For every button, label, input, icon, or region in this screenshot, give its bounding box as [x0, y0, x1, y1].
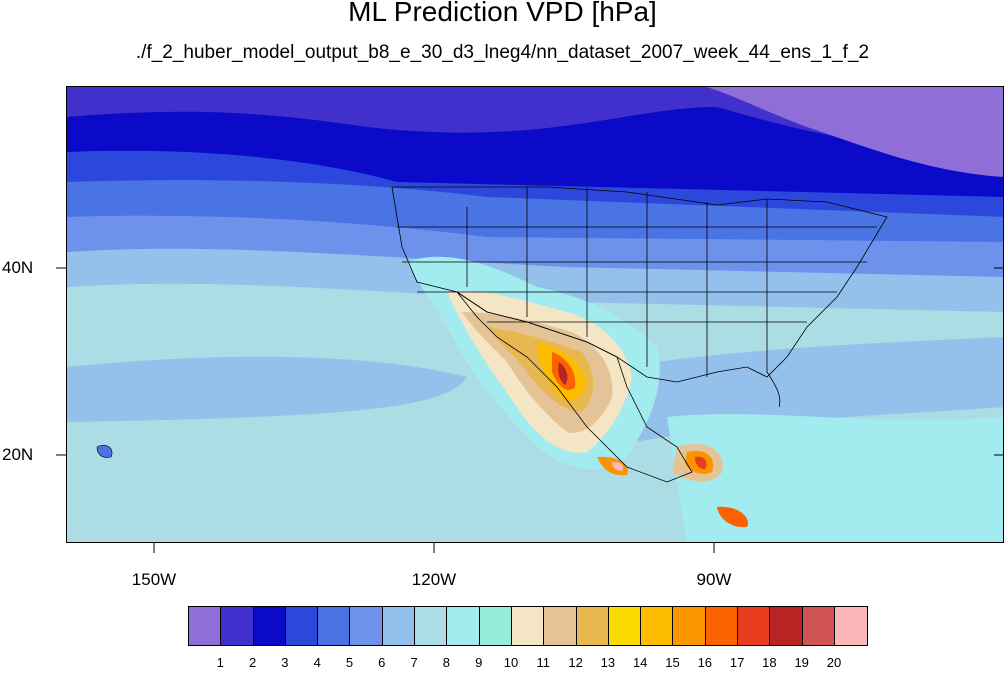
lon-label-120w: 120W [411, 570, 457, 589]
colorbar-label: 19 [794, 655, 809, 670]
colorbar-swatch [350, 607, 383, 645]
colorbar-swatch [318, 607, 351, 645]
colorbar-swatch [544, 607, 577, 645]
lat-label-20n: 20N [2, 445, 34, 464]
colorbar-swatch [253, 607, 286, 645]
colorbar-swatch [189, 607, 222, 645]
vpd-map [66, 86, 1004, 543]
colorbar-labels: 1 2 3 4 5 6 7 8 9 10 11 12 13 14 15 16 17 18 19 20 [0, 655, 1005, 673]
colorbar-label: 16 [697, 655, 713, 670]
colorbar-label: 2 [248, 655, 257, 670]
colorbar-swatch [641, 607, 674, 645]
colorbar-swatch [576, 607, 609, 645]
lon-label-150w: 150W [131, 570, 177, 589]
colorbar-label: 6 [378, 655, 386, 670]
colorbar-swatch [285, 607, 319, 645]
colorbar-label: 13 [600, 655, 616, 670]
map-title: ML Prediction VPD [hPa] [348, 0, 657, 27]
colorbar-label: 1 [216, 655, 224, 670]
colorbar-swatch [608, 607, 642, 645]
colorbar-label: 15 [665, 655, 680, 670]
colorbar-swatch [511, 607, 545, 645]
lon-label-90w: 90W [696, 570, 732, 589]
colorbar-label: 7 [410, 655, 418, 670]
colorbar-swatch [479, 607, 512, 645]
colorbar-label: 14 [632, 655, 648, 670]
colorbar-label: 8 [442, 655, 451, 670]
colorbar-label: 12 [568, 655, 583, 670]
lat-label-40n: 40N [2, 258, 34, 277]
colorbar-swatch [770, 607, 803, 645]
colorbar-label: 17 [729, 655, 745, 670]
colorbar-swatch [415, 607, 448, 645]
colorbar-label: 3 [281, 655, 289, 670]
colorbar-label: 4 [313, 655, 321, 670]
colorbar-swatch [802, 607, 835, 645]
colorbar-swatch [447, 607, 480, 645]
colorbar-swatch [673, 607, 706, 645]
colorbar-swatch [834, 607, 868, 645]
colorbar-swatch [738, 607, 771, 645]
map-subtitle: ./f_2_huber_model_output_b8_e_30_d3_lneg… [135, 42, 870, 63]
colorbar-swatch [221, 607, 254, 645]
colorbar-swatch [705, 607, 739, 645]
colorbar-label: 10 [503, 655, 519, 670]
colorbar-label: 20 [826, 655, 842, 670]
colorbar-swatch [382, 607, 416, 645]
colorbar-label: 11 [536, 655, 551, 670]
colorbar-label: 5 [345, 655, 354, 670]
colorbar-label: 18 [762, 655, 777, 670]
colorbar-label: 9 [475, 655, 483, 670]
colorbar [188, 606, 869, 646]
